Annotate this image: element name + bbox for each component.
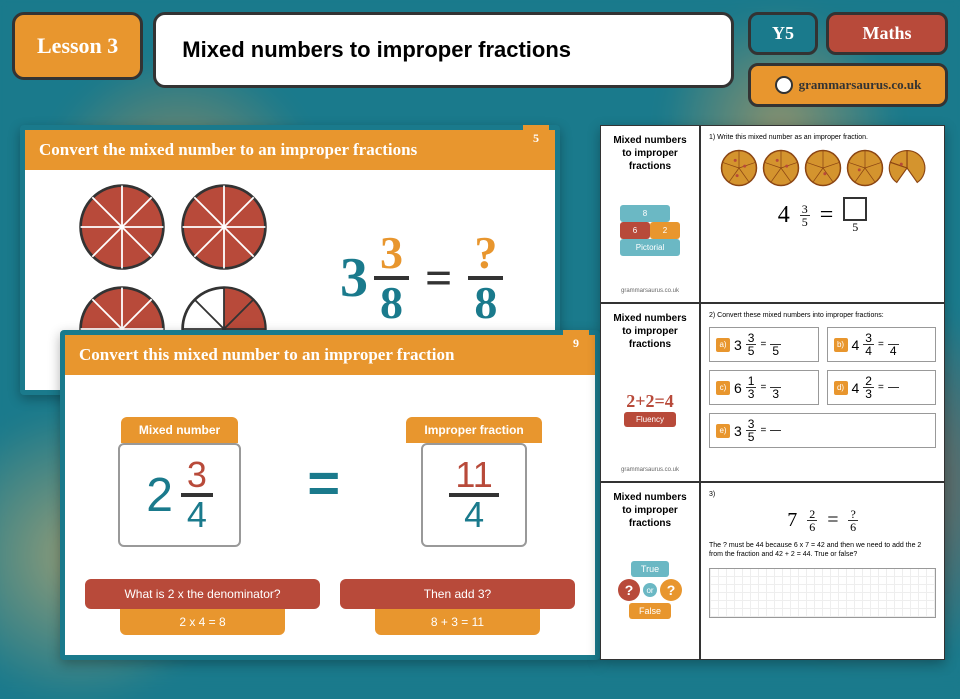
blank-box [843,197,867,221]
slide1-equation: 3 3 8 = ? 8 [340,230,503,326]
equals-sign: = [827,509,838,532]
site-name: grammarsaurus.co.uk [799,77,922,93]
ws-row1-content: 1) Write this mixed number as an imprope… [700,125,945,303]
ws-row3-label: Mixed numbers to improper fractions True… [600,482,700,660]
mini-equation: a) 3 35 = 5 [709,327,819,362]
ws-site: grammarsaurus.co.uk [621,467,679,473]
ws-tag: Pictorial [620,239,680,256]
numerator: 3 [181,457,213,497]
whole-number: 7 [787,509,797,532]
result-denominator: 8 [468,280,503,326]
pizza-icon [720,149,758,187]
denominator: 5 [852,221,858,233]
lesson-badge: Lesson 3 [12,12,143,80]
calc-question: What is 2 x the denominator? [85,579,320,609]
ws-section-title: Mixed numbers to improper fractions [609,134,691,173]
denominator: 5 [802,216,808,228]
fluency-icon: 2+2=4 [624,391,676,412]
calc-step-2: Then add 3? 8 + 3 = 11 [340,579,575,635]
denominator: 4 [181,497,213,533]
ws-tag: 2 [650,222,680,239]
subject-badge: Maths [826,12,948,55]
false-label: False [629,603,671,619]
ws-q3-num: 3) [709,491,936,498]
denominator: 6 [809,521,815,533]
denominator: 8 [374,280,409,326]
ws-site: grammarsaurus.co.uk [621,288,679,294]
mini-equation: c) 6 13 = 3 [709,370,819,405]
calc-question: Then add 3? [340,579,575,609]
mixed-label: Mixed number [121,417,238,443]
mini-equation: e) 3 35 = [709,413,936,448]
equals-sign: = [307,450,340,515]
site-logo-icon [775,76,793,94]
pizza-icon [804,149,842,187]
header-badges: Y5 Maths grammarsaurus.co.uk [748,12,948,107]
whole-number: 4 [778,202,790,229]
numerator: 2 [807,508,817,521]
improper-fraction-card: Improper fraction 11 4 [406,417,541,547]
slide1-header: Convert the mixed number to an improper … [25,130,555,170]
ws-tag: 8 [620,205,670,222]
improper-label: Improper fraction [406,417,541,443]
ws-section-title: Mixed numbers to improper fractions [609,491,691,530]
calc-step-1: What is 2 x the denominator? 2 x 4 = 8 [85,579,320,635]
slide1-title: Convert the mixed number to an improper … [39,140,417,159]
pie-icon [77,182,167,272]
numerator: 11 [449,457,498,497]
ws-row2-content: 2) Convert these mixed numbers into impr… [700,303,945,481]
question-mark-icon: ? [660,579,682,601]
fluency-label: Fluency [624,412,676,427]
slide2-title: Convert this mixed number to an improper… [79,345,454,364]
question-mark-icon: ? [618,579,640,601]
or-icon: or [643,583,657,597]
pizza-icon [762,149,800,187]
denominator: 4 [458,497,490,533]
ws-section-title: Mixed numbers to improper fractions [609,312,691,351]
page-title: Mixed numbers to improper fractions [153,12,734,88]
equals-sign: = [425,251,452,306]
worksheet-panel: Mixed numbers to improper fractions 8 6 … [600,125,945,660]
result-numerator: ? [848,508,857,521]
mini-equation: b) 4 34 = 4 [827,327,937,362]
ws-tag: 6 [620,222,650,239]
pizza-half-icon [888,149,926,187]
ws-equation: 7 26 = ?6 [709,508,936,533]
slide2-body: Mixed number 2 3 4 = Improper fraction 1… [65,375,595,651]
ws-row2-label: Mixed numbers to improper fractions 2+2=… [600,303,700,481]
ws-mini-equations: a) 3 35 = 5b) 4 34 = 4c) 6 13 = 3d) 4 23… [709,327,936,448]
ws-pies [709,149,936,187]
slide2-number: 9 [563,330,589,356]
whole-number: 2 [146,468,173,523]
ws-statement: The ? must be 44 because 6 x 7 = 42 and … [709,541,936,561]
calc-answer: 2 x 4 = 8 [120,609,285,635]
answer-grid [709,568,936,618]
header: Lesson 3 Mixed numbers to improper fract… [12,12,948,92]
true-false-icon: True ? or ? False [618,561,682,619]
slide-card-2: Convert this mixed number to an improper… [60,330,600,660]
ws-q1-title: 1) Write this mixed number as an imprope… [709,134,936,141]
true-label: True [631,561,669,577]
pie-icon [179,182,269,272]
numerator: 3 [374,230,409,280]
slide1-number: 5 [523,125,549,151]
year-badge: Y5 [748,12,818,55]
slide2-header: Convert this mixed number to an improper… [65,335,595,375]
ws-equation: 4 35 = 5 [709,197,936,233]
mini-equation: d) 4 23 = [827,370,937,405]
whole-number: 3 [340,246,368,310]
equals-sign: = [820,202,834,229]
ws-row3-content: 3) 7 26 = ?6 The ? must be 44 because 6 … [700,482,945,660]
result-denominator: 6 [850,521,856,533]
ws-q2-title: 2) Convert these mixed numbers into impr… [709,312,936,319]
calc-answer: 8 + 3 = 11 [375,609,540,635]
ws-row1-label: Mixed numbers to improper fractions 8 6 … [600,125,700,303]
result-numerator: ? [468,230,503,280]
mixed-number-card: Mixed number 2 3 4 [118,417,241,547]
pizza-icon [846,149,884,187]
site-badge: grammarsaurus.co.uk [748,63,948,107]
numerator: 3 [800,203,810,216]
